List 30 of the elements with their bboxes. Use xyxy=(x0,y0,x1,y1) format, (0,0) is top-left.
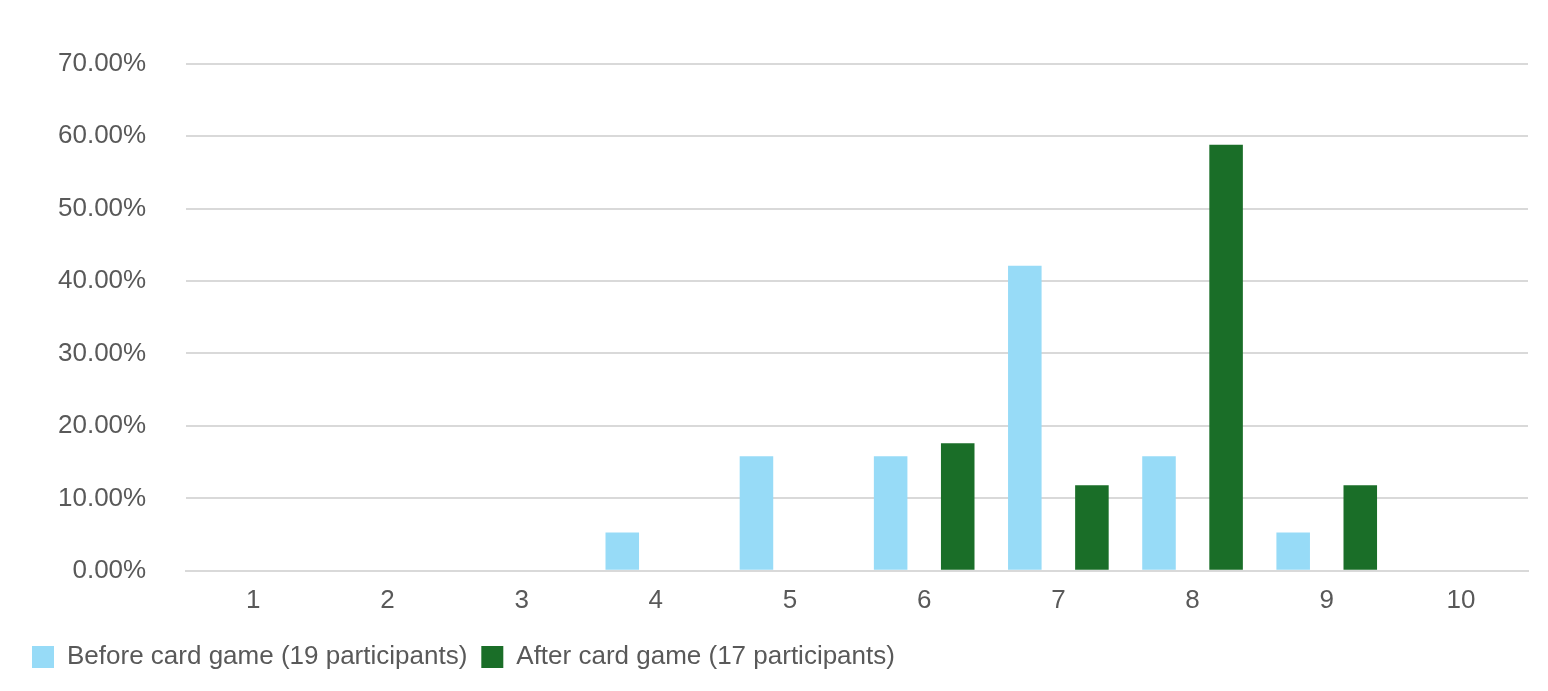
legend-label: After card game (17 participants) xyxy=(516,640,895,671)
bar xyxy=(1075,485,1109,570)
y-tick-label: 40.00% xyxy=(57,264,147,295)
x-tick-label: 10 xyxy=(1446,583,1476,614)
bar xyxy=(1008,265,1042,570)
x-tick-label: 6 xyxy=(916,583,932,614)
y-tick-label: 60.00% xyxy=(57,119,147,150)
y-tick-label: 0.00% xyxy=(72,553,147,584)
x-tick-label: 4 xyxy=(648,583,664,614)
y-tick-label: 30.00% xyxy=(57,336,147,367)
x-tick-label: 7 xyxy=(1051,583,1066,614)
x-tick-label: 9 xyxy=(1319,583,1334,614)
legend-label: Before card game (19 participants) xyxy=(67,640,468,671)
x-tick-label: 8 xyxy=(1185,583,1200,614)
y-tick-label: 10.00% xyxy=(57,481,147,512)
bar xyxy=(739,456,774,570)
y-tick-label: 50.00% xyxy=(57,191,147,222)
y-tick-label: 70.00% xyxy=(57,46,147,77)
x-tick-label: 5 xyxy=(782,583,798,614)
bar xyxy=(873,456,908,570)
bar xyxy=(1142,456,1176,570)
bar xyxy=(1343,485,1378,570)
bar xyxy=(940,443,975,570)
x-tick-label: 2 xyxy=(380,583,395,614)
bar xyxy=(605,532,640,570)
x-tick-label: 3 xyxy=(514,583,529,614)
x-tick-label: 1 xyxy=(246,583,261,614)
bar xyxy=(1276,532,1310,570)
bar xyxy=(1209,144,1243,570)
y-tick-label: 20.00% xyxy=(57,409,147,440)
